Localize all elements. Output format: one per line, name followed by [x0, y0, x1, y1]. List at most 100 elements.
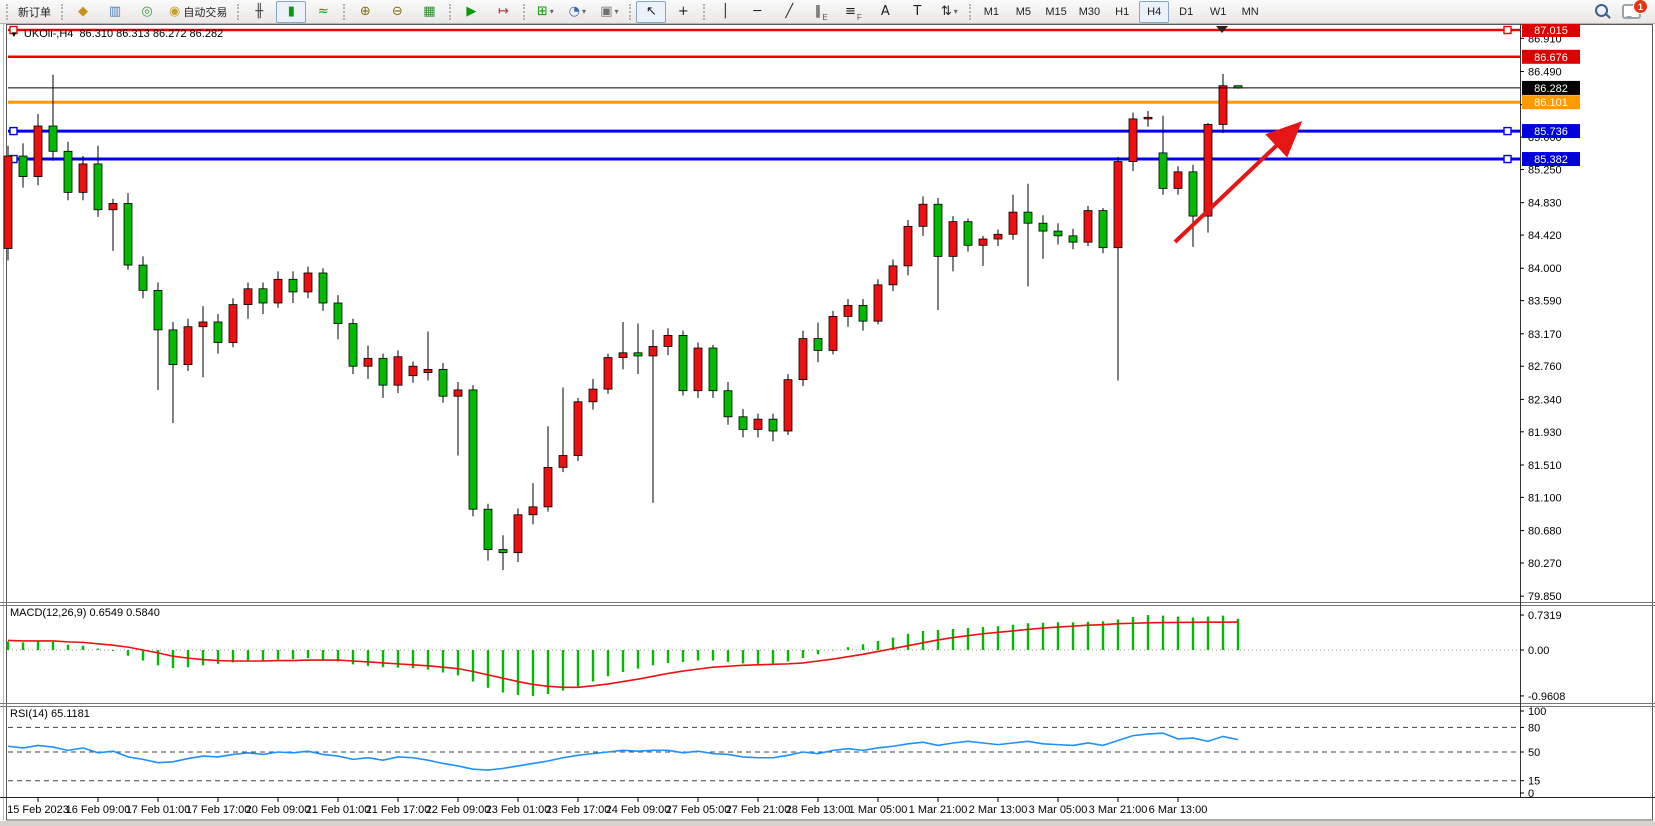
candle-body	[813, 338, 823, 351]
line-chart-icon: ≈	[317, 4, 329, 19]
navigator-button[interactable]: ◎	[132, 1, 162, 23]
indicators-button[interactable]: ⊞ ▾	[530, 1, 560, 23]
equidistant-channel-button[interactable]: ∥ E	[806, 1, 836, 23]
arrows-button[interactable]: ⇅ ▾	[934, 1, 964, 23]
candle-body	[498, 549, 508, 554]
chart-collapse-icon[interactable]: ▼	[10, 29, 18, 39]
svg-text:82.340: 82.340	[1528, 394, 1562, 406]
candle-body	[153, 289, 163, 331]
timeframe-m30-button[interactable]: M30	[1074, 1, 1105, 23]
text-label-button[interactable]: T	[902, 1, 932, 23]
timeframe-m1-button[interactable]: M1	[976, 1, 1006, 23]
candle-body	[438, 368, 448, 397]
svg-text:86.490: 86.490	[1528, 66, 1562, 78]
market-watch-button[interactable]: ◆	[68, 1, 98, 23]
svg-text:0.00: 0.00	[1528, 645, 1549, 657]
line-handle[interactable]	[9, 25, 18, 35]
svg-text:86.101: 86.101	[1534, 97, 1568, 109]
auto-scroll-icon: ▶	[466, 4, 477, 19]
price-badge	[1522, 95, 1580, 110]
crosshair-button[interactable]: +	[668, 1, 698, 23]
svg-text:15 Feb 2023: 15 Feb 2023	[7, 804, 69, 816]
hline-85.382[interactable]	[8, 154, 1520, 164]
candlestick-chart-button[interactable]: ▮	[276, 0, 307, 23]
chart-shift-button[interactable]: ↦	[488, 1, 518, 23]
templates-button[interactable]: ▣ ▾	[594, 1, 624, 23]
horizontal-line-icon: ─	[753, 4, 762, 19]
tile-windows-button[interactable]: ▦	[414, 1, 444, 23]
text-button[interactable]: A	[870, 1, 900, 23]
new-order-button-label: 新订单	[18, 6, 51, 19]
autotrading-button[interactable]: ◉ 自动交易	[164, 1, 232, 23]
notifications-icon[interactable]: 1	[1622, 0, 1648, 19]
price-axis[interactable]: 86.91086.49086.07085.66085.25084.83084.4…	[1520, 33, 1562, 603]
svg-text:80.680: 80.680	[1528, 526, 1562, 538]
toolbar-grip	[969, 3, 972, 20]
search-icon[interactable]	[1595, 4, 1608, 17]
zoom-in-button[interactable]: ⊕	[350, 1, 380, 23]
candle-body	[588, 388, 598, 403]
candle-body	[723, 390, 733, 418]
zoom-out-button[interactable]: ⊖	[382, 1, 412, 23]
candle-body	[363, 357, 373, 367]
svg-text:28 Feb 13:00: 28 Feb 13:00	[786, 804, 851, 816]
timeframe-m15-button[interactable]: M15	[1040, 1, 1071, 23]
price-badges: 87.015 86.676 86.282 86.101 85.736 85.382	[1522, 23, 1580, 167]
trendline-button[interactable]: ╱	[774, 1, 804, 23]
vertical-line-button[interactable]: │	[710, 1, 740, 23]
line-handle[interactable]	[1503, 25, 1512, 35]
svg-text:17 Feb 01:00: 17 Feb 01:00	[126, 804, 191, 816]
line-handle[interactable]	[9, 126, 18, 136]
chart-frame	[6, 24, 1653, 821]
candle-body	[33, 125, 43, 177]
svg-text:84.000: 84.000	[1528, 263, 1562, 275]
svg-text:85.382: 85.382	[1534, 154, 1568, 166]
line-handle[interactable]	[1503, 154, 1512, 164]
chevron-down-icon: ▾	[614, 7, 619, 16]
periods-button[interactable]: ◔ ▾	[562, 1, 592, 23]
candle-body	[423, 368, 433, 373]
new-order-button[interactable]: 新订单	[13, 1, 56, 23]
candle-body	[123, 203, 133, 266]
timeframe-w1-button[interactable]: W1	[1203, 1, 1233, 23]
chart-ohlc-values: 86.310 86.313 86.272 86.282	[79, 28, 224, 40]
market-watch-icon: ◆	[78, 4, 88, 19]
notification-badge: 1	[1633, 0, 1648, 14]
candle-body	[228, 304, 238, 343]
trend-arrow[interactable]	[1173, 121, 1303, 244]
equidistant-channel-icon: ∥	[814, 4, 822, 19]
fibonacci-button[interactable]: ≡ F	[838, 1, 868, 23]
candle-body	[93, 163, 103, 211]
timeframe-m5-button[interactable]: M5	[1008, 1, 1038, 23]
toolbar-grip	[449, 3, 452, 20]
timeframe-h4-button[interactable]: H4	[1139, 0, 1170, 23]
candlestick-chart-icon: ▮	[287, 4, 295, 19]
cursor-button[interactable]: ↖	[636, 0, 667, 23]
toolbar: 新订单 ◆ ▥ ◎ ◉ 自动交易 ╫ ▮ ≈ ⊕ ⊖ ▦ ▶ ↦ ⊞ ▾ ◔ ▾ ▣ ▾ ↖ + │ ─ ╱ ∥ E ≡ F A T ⇅ ▾ M1…	[0, 0, 1655, 24]
candle-body	[138, 264, 148, 291]
line-handle[interactable]	[1503, 126, 1512, 136]
svg-text:0.7319: 0.7319	[1528, 610, 1562, 622]
svg-text:81.100: 81.100	[1528, 492, 1562, 504]
chart-shift-marker[interactable]	[1216, 26, 1228, 33]
timeframe-d1-button[interactable]: D1	[1171, 1, 1201, 23]
svg-text:0: 0	[1528, 788, 1534, 800]
rsi-panel[interactable]: 100 80 50 150	[7, 706, 1546, 800]
timeframe-mn-button[interactable]: MN	[1235, 1, 1265, 23]
horizontal-line-button[interactable]: ─	[742, 1, 772, 23]
timeframe-h1-button[interactable]: H1	[1107, 1, 1137, 23]
charts-window-button[interactable]: ▥	[100, 1, 130, 23]
candle-body	[1113, 161, 1123, 249]
candle-body	[963, 221, 973, 246]
candle-body	[618, 352, 628, 358]
price-badge	[1522, 49, 1580, 64]
line-chart-button[interactable]: ≈	[308, 1, 338, 23]
svg-text:81.930: 81.930	[1528, 427, 1562, 439]
candle-body	[693, 347, 703, 392]
macd-panel[interactable]: 0.7319 0.00 -0.9608	[6, 610, 1565, 703]
hline-87.015[interactable]	[8, 25, 1520, 35]
bar-chart-button[interactable]: ╫	[244, 1, 274, 23]
auto-scroll-button[interactable]: ▶	[456, 1, 486, 23]
